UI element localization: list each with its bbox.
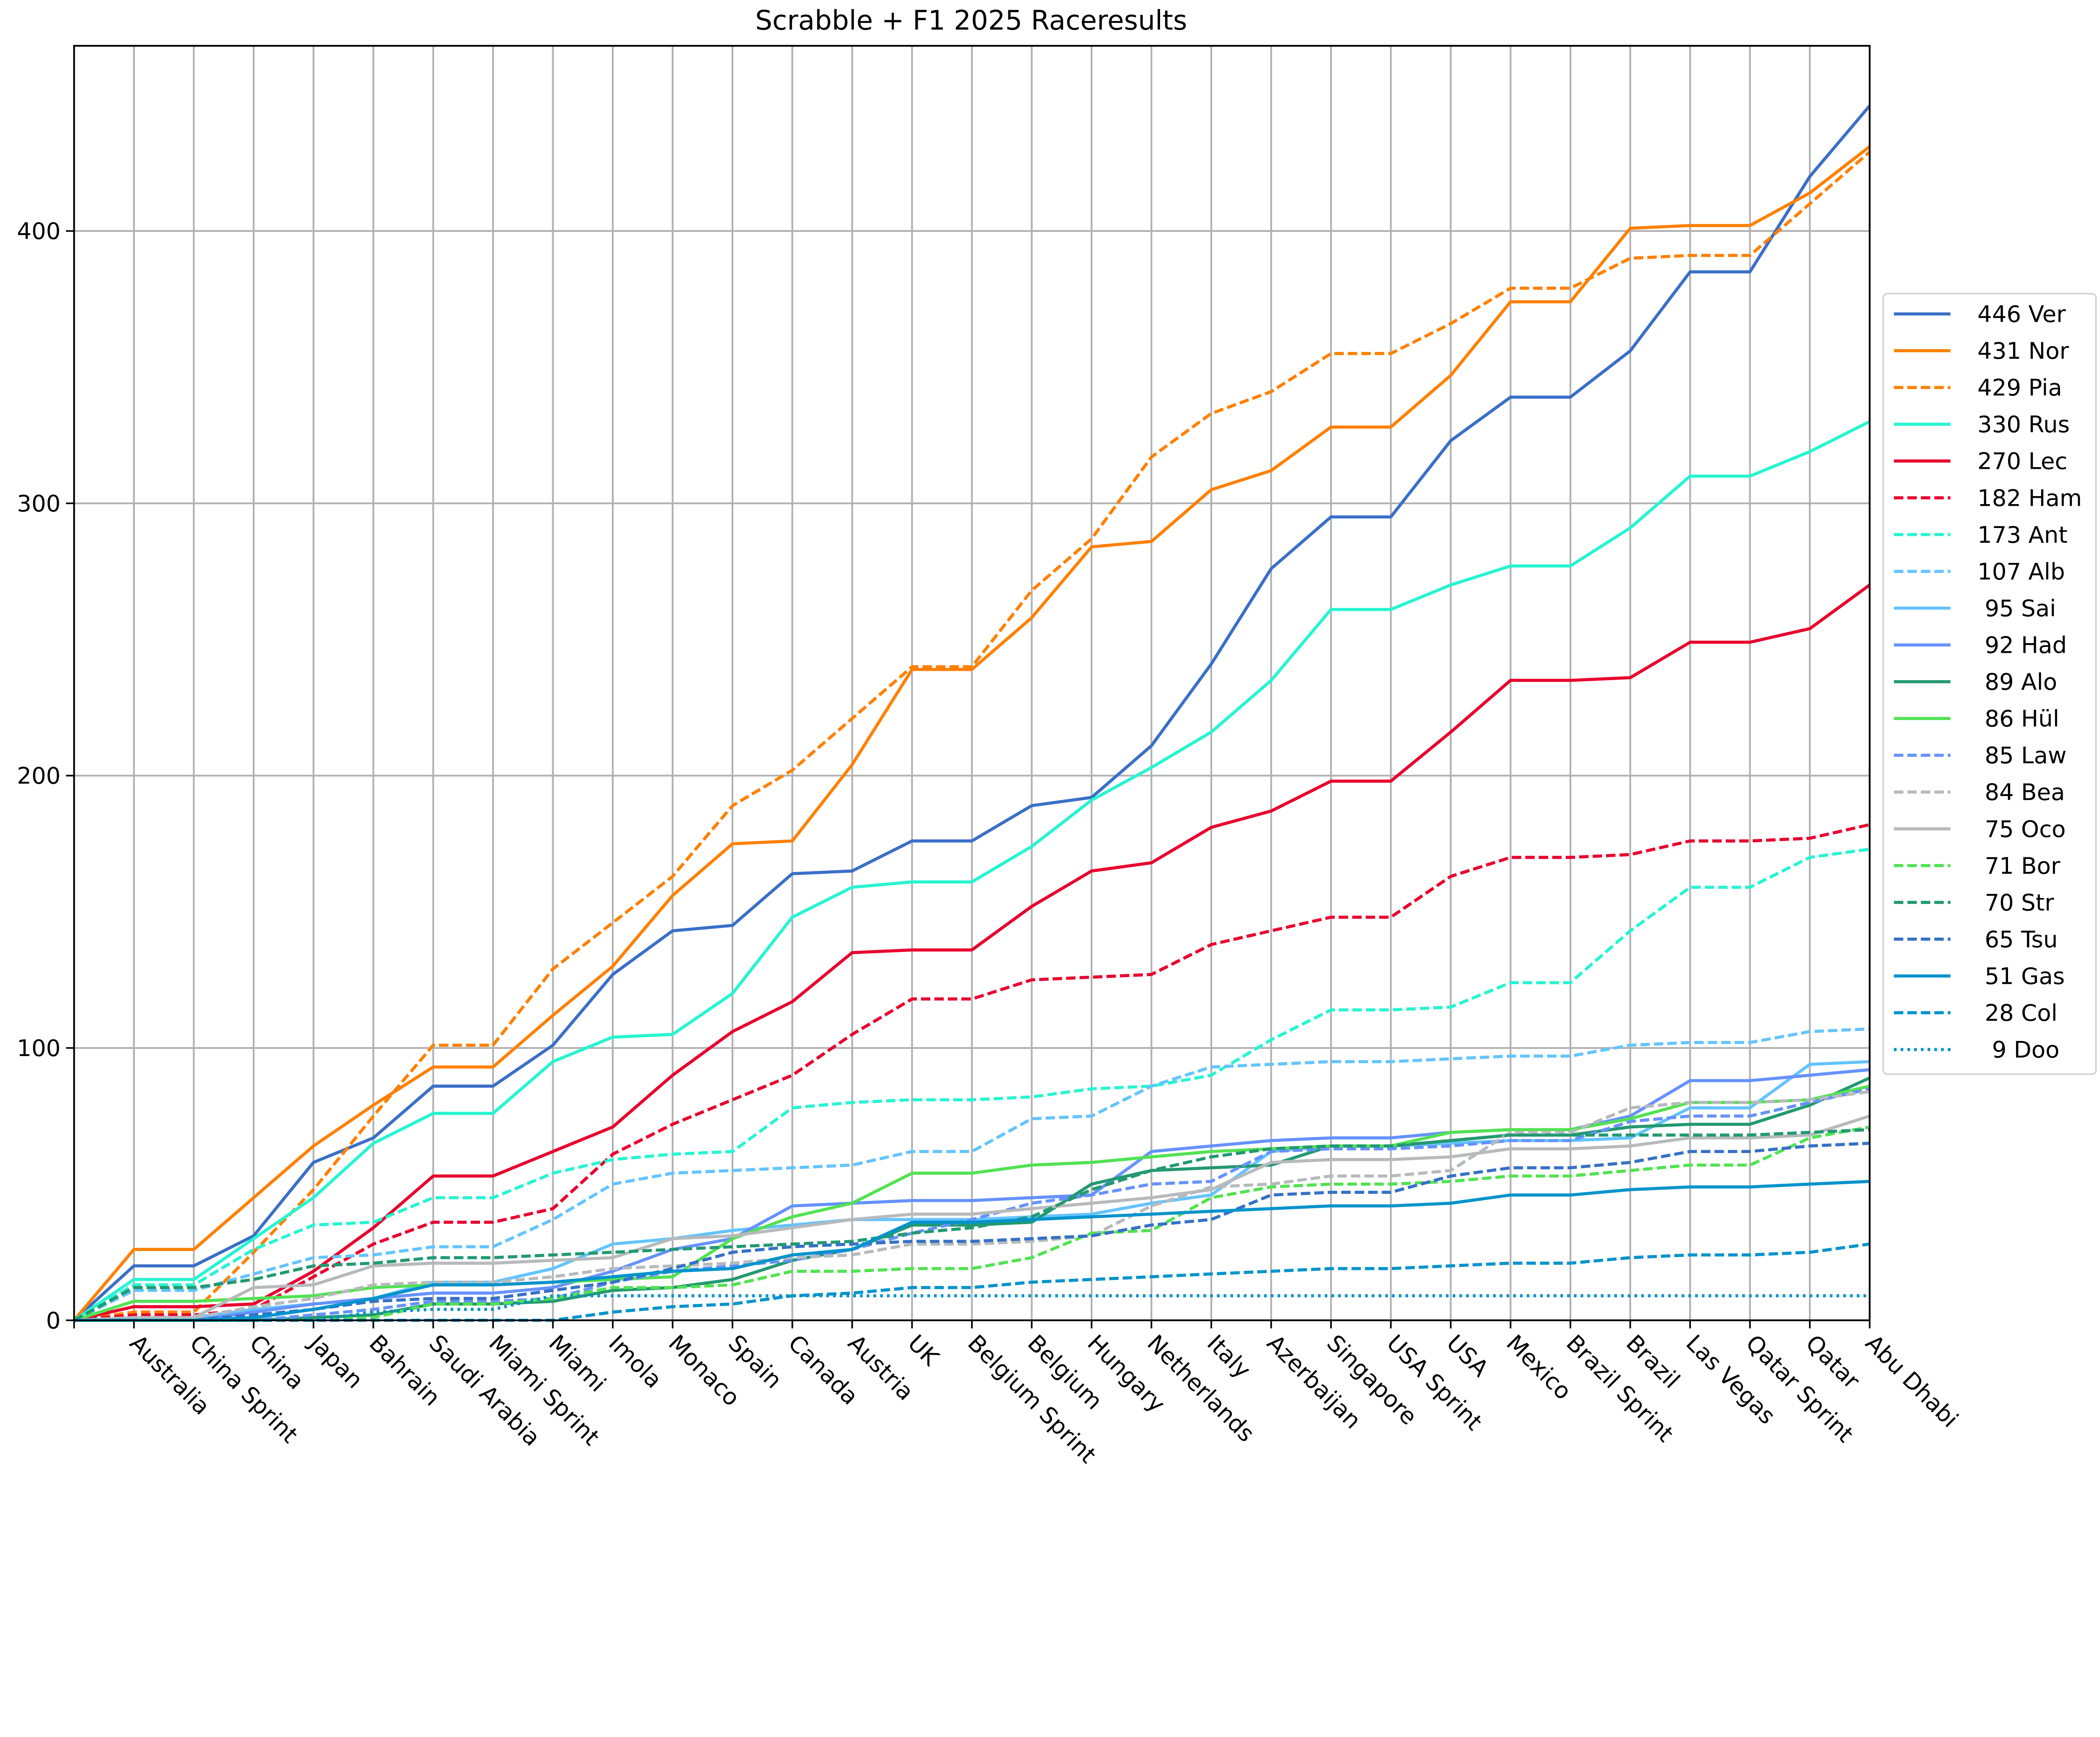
line-chart: Scrabble + F1 2025 Raceresults Australia…	[0, 0, 2100, 1486]
legend-label: 51 Gas	[1977, 963, 2065, 990]
legend-label: 85 Law	[1977, 742, 2066, 769]
chart-title: Scrabble + F1 2025 Raceresults	[755, 5, 1187, 37]
y-axis: 0 100 200 300 400	[17, 218, 74, 1334]
legend-label: 28 Col	[1977, 999, 2058, 1026]
legend-label: 431 Nor	[1977, 337, 2069, 364]
series-line-alb	[73, 1027, 1870, 1322]
series-line-str	[73, 1128, 1870, 1322]
legend-label: 429 Pia	[1977, 374, 2062, 401]
y-tick-label: 400	[17, 218, 60, 244]
legend-label: 95 Sai	[1977, 595, 2056, 622]
series-line-nor	[73, 145, 1871, 1322]
legend-label: 89 Alo	[1977, 668, 2057, 695]
y-tick-label: 200	[17, 762, 60, 789]
legend-label: 446 Ver	[1977, 301, 2066, 328]
series-line-tsu	[74, 1141, 1870, 1322]
legend-label: 107 Alb	[1977, 558, 2065, 585]
legend-label: 75 Oco	[1977, 815, 2066, 842]
y-tick-label: 300	[17, 490, 60, 517]
legend-label: 9 Doo	[1977, 1036, 2059, 1063]
legend-label: 182 Ham	[1977, 484, 2082, 511]
series-line-pia	[74, 150, 1871, 1322]
y-tick-label: 100	[17, 1035, 60, 1062]
series-line-gas	[74, 1180, 1870, 1322]
series-line-bor	[74, 1125, 1870, 1322]
series-line-rus	[73, 420, 1871, 1322]
figure-background	[0, 0, 2100, 1486]
y-tick-label: 0	[46, 1307, 61, 1334]
legend-label: 86 Hül	[1977, 705, 2059, 732]
legend-label: 173 Ant	[1977, 521, 2068, 548]
legend: 446 Ver 431 Nor 429 Pia 330 Rus 270 Lec 182 H…	[1882, 293, 2097, 1075]
series-line-ant	[73, 847, 1870, 1322]
legend-label: 84 Bea	[1977, 779, 2065, 806]
series-line-ver	[73, 105, 1871, 1322]
legend-label: 65 Tsu	[1977, 926, 2058, 953]
series-line-hül	[74, 1085, 1870, 1322]
series-line-ham	[74, 823, 1870, 1322]
legend-label: 92 Had	[1977, 632, 2067, 659]
legend-label: 71 Bor	[1977, 852, 2061, 879]
legend-label: 70 Str	[1977, 889, 2054, 916]
series-line-oco	[74, 1114, 1870, 1322]
series-line-law	[74, 1087, 1870, 1322]
series-line-lec	[74, 583, 1871, 1322]
legend-label: 270 Lec	[1977, 448, 2067, 475]
legend-label: 330 Rus	[1977, 411, 2070, 438]
legend-box	[1882, 293, 2097, 1075]
series-line-bea	[74, 1090, 1870, 1322]
series-line-alo	[74, 1076, 1871, 1322]
series-lines	[73, 105, 1871, 1322]
